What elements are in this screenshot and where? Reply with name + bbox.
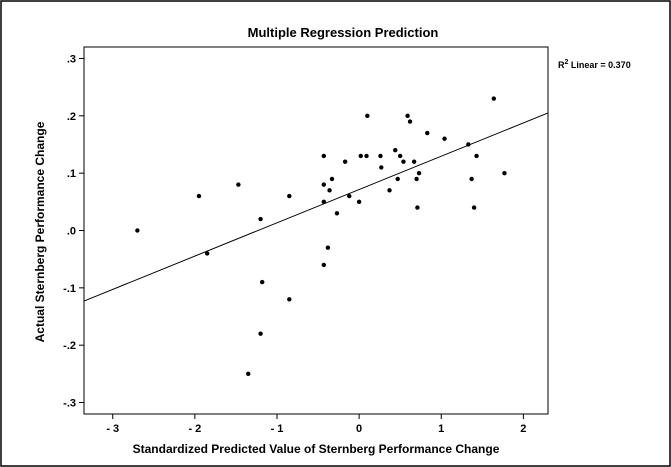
data-point — [321, 199, 327, 205]
data-point — [329, 176, 335, 182]
data-point — [342, 159, 348, 164]
x-axis-label: Standardized Predicted Value of Sternber… — [133, 442, 500, 456]
data-point — [204, 251, 210, 256]
data-point — [387, 188, 392, 193]
data-point — [287, 297, 292, 302]
data-point — [393, 148, 398, 153]
data-point — [196, 193, 202, 199]
data-point — [246, 371, 251, 377]
data-point — [395, 176, 400, 182]
data-point — [258, 331, 263, 336]
data-point — [469, 176, 474, 182]
x-tick-label: 1 — [438, 423, 444, 435]
data-point — [358, 153, 363, 159]
y-axis: .3 .2 .1 .0 -.1 -.2 -.3 — [63, 53, 84, 410]
regression-line — [83, 112, 549, 302]
data-point — [442, 136, 447, 141]
r-squared-sup: 2 — [565, 59, 569, 66]
data-point — [471, 205, 477, 210]
data-point — [474, 153, 479, 159]
y-tick-label: .0 — [67, 226, 76, 238]
data-point — [502, 170, 507, 176]
x-tick-label: - 2 — [188, 423, 201, 435]
data-point — [491, 96, 496, 101]
x-axis: - 3 - 2 - 1 0 1 2 — [106, 414, 526, 435]
r-squared-value: Linear = 0.370 — [568, 60, 630, 70]
data-point — [364, 153, 369, 159]
data-point — [407, 119, 413, 124]
data-point — [321, 153, 327, 159]
r-squared-base: R — [558, 60, 565, 70]
data-point — [379, 165, 384, 170]
data-point — [378, 153, 383, 159]
y-tick-label: .1 — [67, 168, 76, 180]
data-point — [466, 142, 471, 147]
x-tick-label: 0 — [356, 423, 362, 435]
data-point — [321, 182, 327, 187]
data-point — [411, 159, 417, 164]
x-tick-label: 2 — [520, 423, 526, 435]
data-point — [287, 193, 292, 199]
data-point — [416, 170, 422, 176]
data-point — [425, 130, 430, 136]
data-point — [260, 279, 265, 285]
y-tick-label: -.1 — [63, 283, 76, 295]
data-point — [236, 182, 241, 187]
data-point — [258, 216, 263, 222]
data-point — [401, 159, 406, 164]
data-points — [135, 96, 507, 377]
x-tick-label: - 1 — [271, 423, 284, 435]
data-point — [414, 176, 419, 182]
x-tick-label: - 3 — [106, 423, 119, 435]
y-tick-label: .2 — [67, 111, 76, 123]
y-tick-label: -.3 — [63, 398, 76, 410]
y-tick-label: .3 — [67, 53, 76, 65]
chart-title: Multiple Regression Prediction — [248, 25, 439, 40]
data-point — [397, 153, 403, 159]
data-point — [365, 113, 370, 119]
data-point — [321, 262, 327, 268]
data-point — [135, 228, 140, 233]
data-point — [325, 245, 331, 250]
y-axis-label: Actual Sternberg Performance Change — [33, 121, 47, 342]
data-point — [405, 113, 410, 119]
data-point — [334, 211, 340, 216]
data-point — [356, 199, 362, 205]
data-point — [327, 188, 332, 193]
data-point — [347, 193, 352, 199]
r-squared-annotation: R2 Linear = 0.370 — [558, 59, 631, 70]
data-point — [415, 205, 420, 210]
y-tick-label: -.2 — [63, 340, 76, 352]
